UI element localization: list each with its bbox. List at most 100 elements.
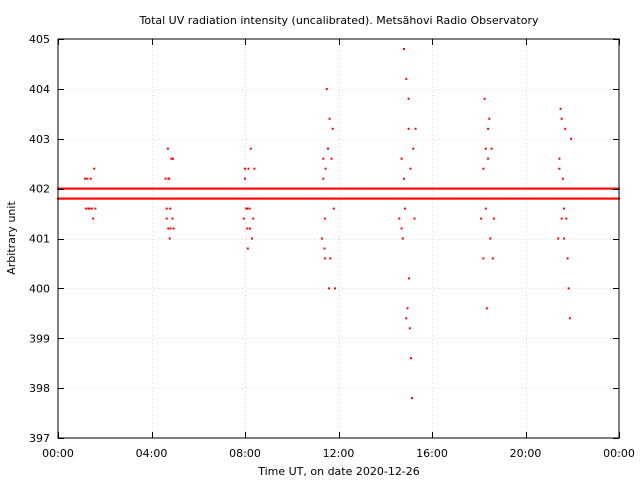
data-point — [322, 177, 325, 180]
data-point — [398, 197, 401, 200]
data-point — [116, 197, 119, 200]
data-point — [590, 187, 592, 190]
data-point — [87, 207, 90, 210]
data-point — [490, 147, 493, 150]
data-point — [460, 187, 463, 190]
data-point — [302, 197, 305, 200]
data-point — [418, 197, 421, 200]
data-point — [572, 187, 575, 190]
data-point — [504, 187, 507, 190]
data-point — [530, 197, 533, 200]
data-point — [495, 187, 498, 190]
data-point — [388, 197, 391, 200]
data-point — [201, 187, 204, 190]
data-point — [252, 217, 255, 220]
data-point — [169, 207, 172, 210]
data-point — [259, 187, 262, 190]
data-point — [452, 197, 454, 200]
data-point — [92, 187, 95, 190]
data-point — [412, 147, 415, 150]
data-point — [550, 197, 553, 200]
data-point — [372, 197, 375, 200]
data-point — [410, 187, 412, 190]
data-point — [502, 197, 505, 200]
data-point — [591, 187, 594, 190]
data-point — [400, 197, 403, 200]
data-point — [359, 197, 362, 200]
data-point — [582, 187, 585, 190]
y-tick-label: 399 — [29, 332, 50, 345]
data-point — [244, 187, 246, 190]
data-point — [315, 197, 318, 200]
data-point — [414, 187, 417, 190]
data-point — [301, 187, 304, 190]
data-point — [414, 127, 417, 130]
data-point — [164, 197, 167, 200]
data-point — [544, 187, 547, 190]
data-point — [456, 187, 459, 190]
data-point — [141, 187, 144, 190]
data-point — [371, 187, 374, 190]
data-point — [526, 187, 529, 190]
data-point — [87, 187, 90, 190]
data-point — [261, 197, 264, 200]
data-point — [588, 187, 591, 190]
data-point — [392, 187, 395, 190]
data-point — [580, 197, 583, 200]
data-point — [511, 197, 514, 200]
data-point — [62, 197, 65, 200]
data-point — [446, 187, 449, 190]
data-point — [301, 197, 304, 200]
x-axis-label: Time UT, on date 2020-12-26 — [257, 465, 420, 478]
data-point — [170, 157, 173, 160]
data-point — [289, 187, 292, 190]
x-tick-label: 00:00 — [603, 447, 635, 460]
data-point — [341, 197, 343, 200]
data-point — [186, 197, 189, 200]
data-point — [136, 187, 139, 190]
data-point — [316, 197, 319, 200]
data-point — [115, 187, 118, 190]
data-point — [71, 187, 73, 190]
data-point — [551, 187, 554, 190]
data-point — [217, 187, 220, 190]
data-point — [496, 187, 499, 190]
data-point — [433, 197, 436, 200]
data-point — [167, 177, 170, 180]
data-point — [571, 187, 574, 190]
data-point — [516, 197, 519, 200]
data-point — [131, 197, 134, 200]
data-point — [491, 187, 494, 190]
data-point — [481, 187, 484, 190]
data-point — [601, 197, 604, 200]
data-point — [165, 207, 168, 210]
data-point — [408, 327, 411, 330]
data-point — [148, 197, 151, 200]
data-point — [237, 187, 239, 190]
data-point — [215, 187, 218, 190]
data-point — [328, 287, 331, 290]
data-point — [446, 197, 449, 200]
data-point — [598, 187, 601, 190]
data-point — [570, 197, 573, 200]
data-point — [545, 187, 548, 190]
data-point — [158, 187, 161, 190]
data-point — [362, 187, 364, 190]
data-point — [395, 187, 398, 190]
data-point — [580, 187, 583, 190]
data-point — [510, 187, 513, 190]
data-point — [214, 197, 217, 200]
data-point — [366, 197, 369, 200]
data-point — [408, 277, 411, 280]
data-point — [422, 187, 425, 190]
y-axis-label: Arbitrary unit — [5, 201, 18, 275]
data-point — [140, 197, 142, 200]
data-point — [571, 197, 574, 200]
data-point — [528, 187, 530, 190]
data-point — [507, 197, 509, 200]
data-point — [94, 207, 97, 210]
data-point — [302, 187, 305, 190]
data-point — [566, 187, 569, 190]
data-point — [157, 197, 160, 200]
data-point — [162, 197, 165, 200]
